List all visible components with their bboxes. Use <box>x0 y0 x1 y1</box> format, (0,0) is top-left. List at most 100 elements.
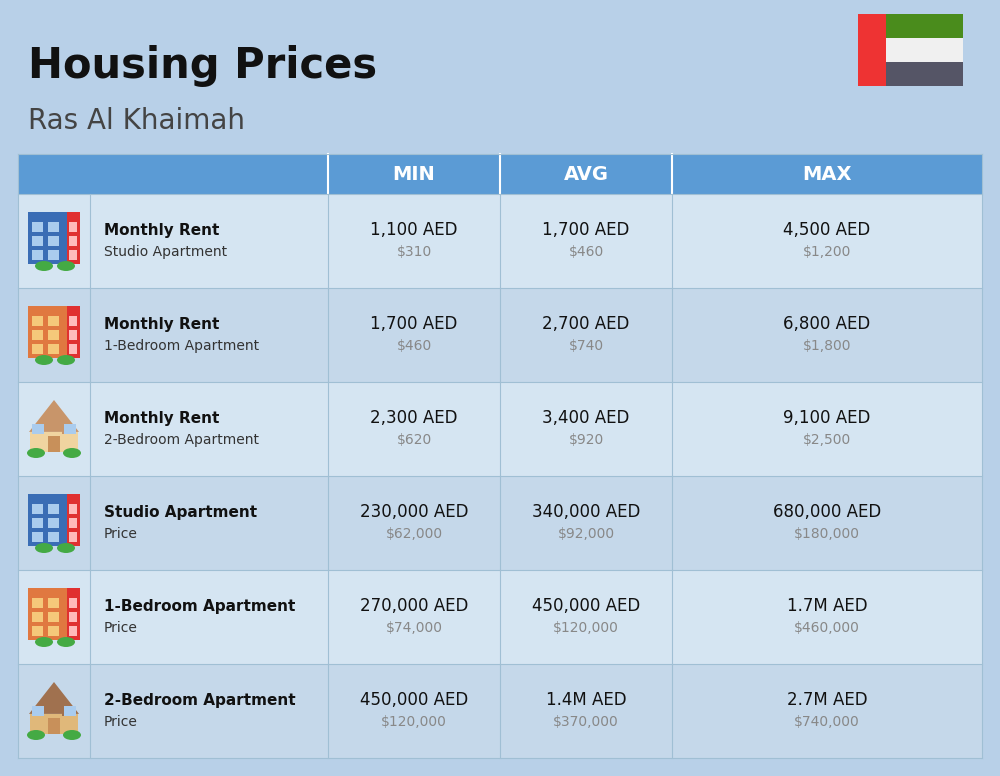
Text: $460: $460 <box>568 245 604 259</box>
Text: 230,000 AED: 230,000 AED <box>360 503 468 521</box>
Text: 1-Bedroom Apartment: 1-Bedroom Apartment <box>104 598 295 614</box>
FancyBboxPatch shape <box>62 420 69 434</box>
Text: 2-Bedroom Apartment: 2-Bedroom Apartment <box>104 433 259 447</box>
Text: 450,000 AED: 450,000 AED <box>360 691 468 709</box>
Text: 1-Bedroom Apartment: 1-Bedroom Apartment <box>104 339 259 353</box>
Polygon shape <box>29 682 79 714</box>
FancyBboxPatch shape <box>28 306 67 358</box>
FancyBboxPatch shape <box>69 504 77 514</box>
Text: $1,800: $1,800 <box>803 339 851 353</box>
Text: Monthly Rent: Monthly Rent <box>104 411 219 425</box>
Ellipse shape <box>35 355 53 365</box>
FancyBboxPatch shape <box>18 476 982 570</box>
Text: 450,000 AED: 450,000 AED <box>532 597 640 615</box>
Text: 3,400 AED: 3,400 AED <box>542 409 630 427</box>
Text: Price: Price <box>104 527 138 541</box>
FancyBboxPatch shape <box>48 222 59 232</box>
Text: AVG: AVG <box>564 165 608 183</box>
Text: 270,000 AED: 270,000 AED <box>360 597 468 615</box>
Text: $310: $310 <box>396 245 432 259</box>
FancyBboxPatch shape <box>32 504 43 514</box>
Text: Studio Apartment: Studio Apartment <box>104 504 257 519</box>
FancyBboxPatch shape <box>32 236 43 246</box>
Text: 680,000 AED: 680,000 AED <box>773 503 881 521</box>
Text: 340,000 AED: 340,000 AED <box>532 503 640 521</box>
FancyBboxPatch shape <box>32 532 43 542</box>
Text: 1,700 AED: 1,700 AED <box>542 221 630 239</box>
FancyBboxPatch shape <box>30 714 78 734</box>
FancyBboxPatch shape <box>18 288 982 382</box>
Text: Price: Price <box>104 715 138 729</box>
FancyBboxPatch shape <box>48 236 59 246</box>
FancyBboxPatch shape <box>32 250 43 260</box>
FancyBboxPatch shape <box>48 598 59 608</box>
FancyBboxPatch shape <box>48 718 60 734</box>
FancyBboxPatch shape <box>69 626 77 636</box>
FancyBboxPatch shape <box>32 612 43 622</box>
FancyBboxPatch shape <box>69 316 77 326</box>
FancyBboxPatch shape <box>69 598 77 608</box>
Text: 9,100 AED: 9,100 AED <box>783 409 871 427</box>
Text: $370,000: $370,000 <box>553 715 619 729</box>
FancyBboxPatch shape <box>18 664 982 758</box>
FancyBboxPatch shape <box>48 518 59 528</box>
Ellipse shape <box>63 730 81 740</box>
Text: $180,000: $180,000 <box>794 527 860 541</box>
FancyBboxPatch shape <box>69 518 77 528</box>
Text: Housing Prices: Housing Prices <box>28 45 377 87</box>
FancyBboxPatch shape <box>64 424 76 434</box>
FancyBboxPatch shape <box>67 306 80 358</box>
Ellipse shape <box>35 543 53 553</box>
Text: $1,200: $1,200 <box>803 245 851 259</box>
Ellipse shape <box>57 261 75 271</box>
FancyBboxPatch shape <box>30 432 78 452</box>
FancyBboxPatch shape <box>62 702 69 716</box>
Text: $92,000: $92,000 <box>557 527 615 541</box>
FancyBboxPatch shape <box>32 706 44 716</box>
Text: 2-Bedroom Apartment: 2-Bedroom Apartment <box>104 692 296 708</box>
Text: Monthly Rent: Monthly Rent <box>104 223 219 237</box>
FancyBboxPatch shape <box>32 626 43 636</box>
FancyBboxPatch shape <box>18 382 982 476</box>
FancyBboxPatch shape <box>858 14 886 86</box>
FancyBboxPatch shape <box>69 236 77 246</box>
Text: $120,000: $120,000 <box>381 715 447 729</box>
FancyBboxPatch shape <box>32 222 43 232</box>
Text: Ras Al Khaimah: Ras Al Khaimah <box>28 107 245 135</box>
Ellipse shape <box>35 261 53 271</box>
FancyBboxPatch shape <box>48 316 59 326</box>
FancyBboxPatch shape <box>48 344 59 354</box>
FancyBboxPatch shape <box>28 588 67 640</box>
FancyBboxPatch shape <box>48 504 59 514</box>
Ellipse shape <box>63 448 81 458</box>
FancyBboxPatch shape <box>69 532 77 542</box>
Text: $740: $740 <box>568 339 604 353</box>
FancyBboxPatch shape <box>886 14 963 38</box>
Text: $460: $460 <box>396 339 432 353</box>
FancyBboxPatch shape <box>69 222 77 232</box>
Text: 1,700 AED: 1,700 AED <box>370 315 458 333</box>
Text: $74,000: $74,000 <box>386 621 442 635</box>
FancyBboxPatch shape <box>67 588 80 640</box>
FancyBboxPatch shape <box>69 330 77 340</box>
Text: $2,500: $2,500 <box>803 433 851 447</box>
FancyBboxPatch shape <box>48 250 59 260</box>
FancyBboxPatch shape <box>64 706 76 716</box>
FancyBboxPatch shape <box>69 250 77 260</box>
Text: $460,000: $460,000 <box>794 621 860 635</box>
Ellipse shape <box>27 448 45 458</box>
FancyBboxPatch shape <box>32 518 43 528</box>
FancyBboxPatch shape <box>18 194 982 288</box>
FancyBboxPatch shape <box>48 436 60 452</box>
Ellipse shape <box>27 730 45 740</box>
Text: MIN: MIN <box>393 165 435 183</box>
Text: $620: $620 <box>396 433 432 447</box>
FancyBboxPatch shape <box>18 154 982 194</box>
Text: 2,700 AED: 2,700 AED <box>542 315 630 333</box>
FancyBboxPatch shape <box>69 344 77 354</box>
Ellipse shape <box>57 355 75 365</box>
FancyBboxPatch shape <box>28 494 67 546</box>
Text: Price: Price <box>104 621 138 635</box>
Text: $62,000: $62,000 <box>385 527 443 541</box>
FancyBboxPatch shape <box>32 598 43 608</box>
